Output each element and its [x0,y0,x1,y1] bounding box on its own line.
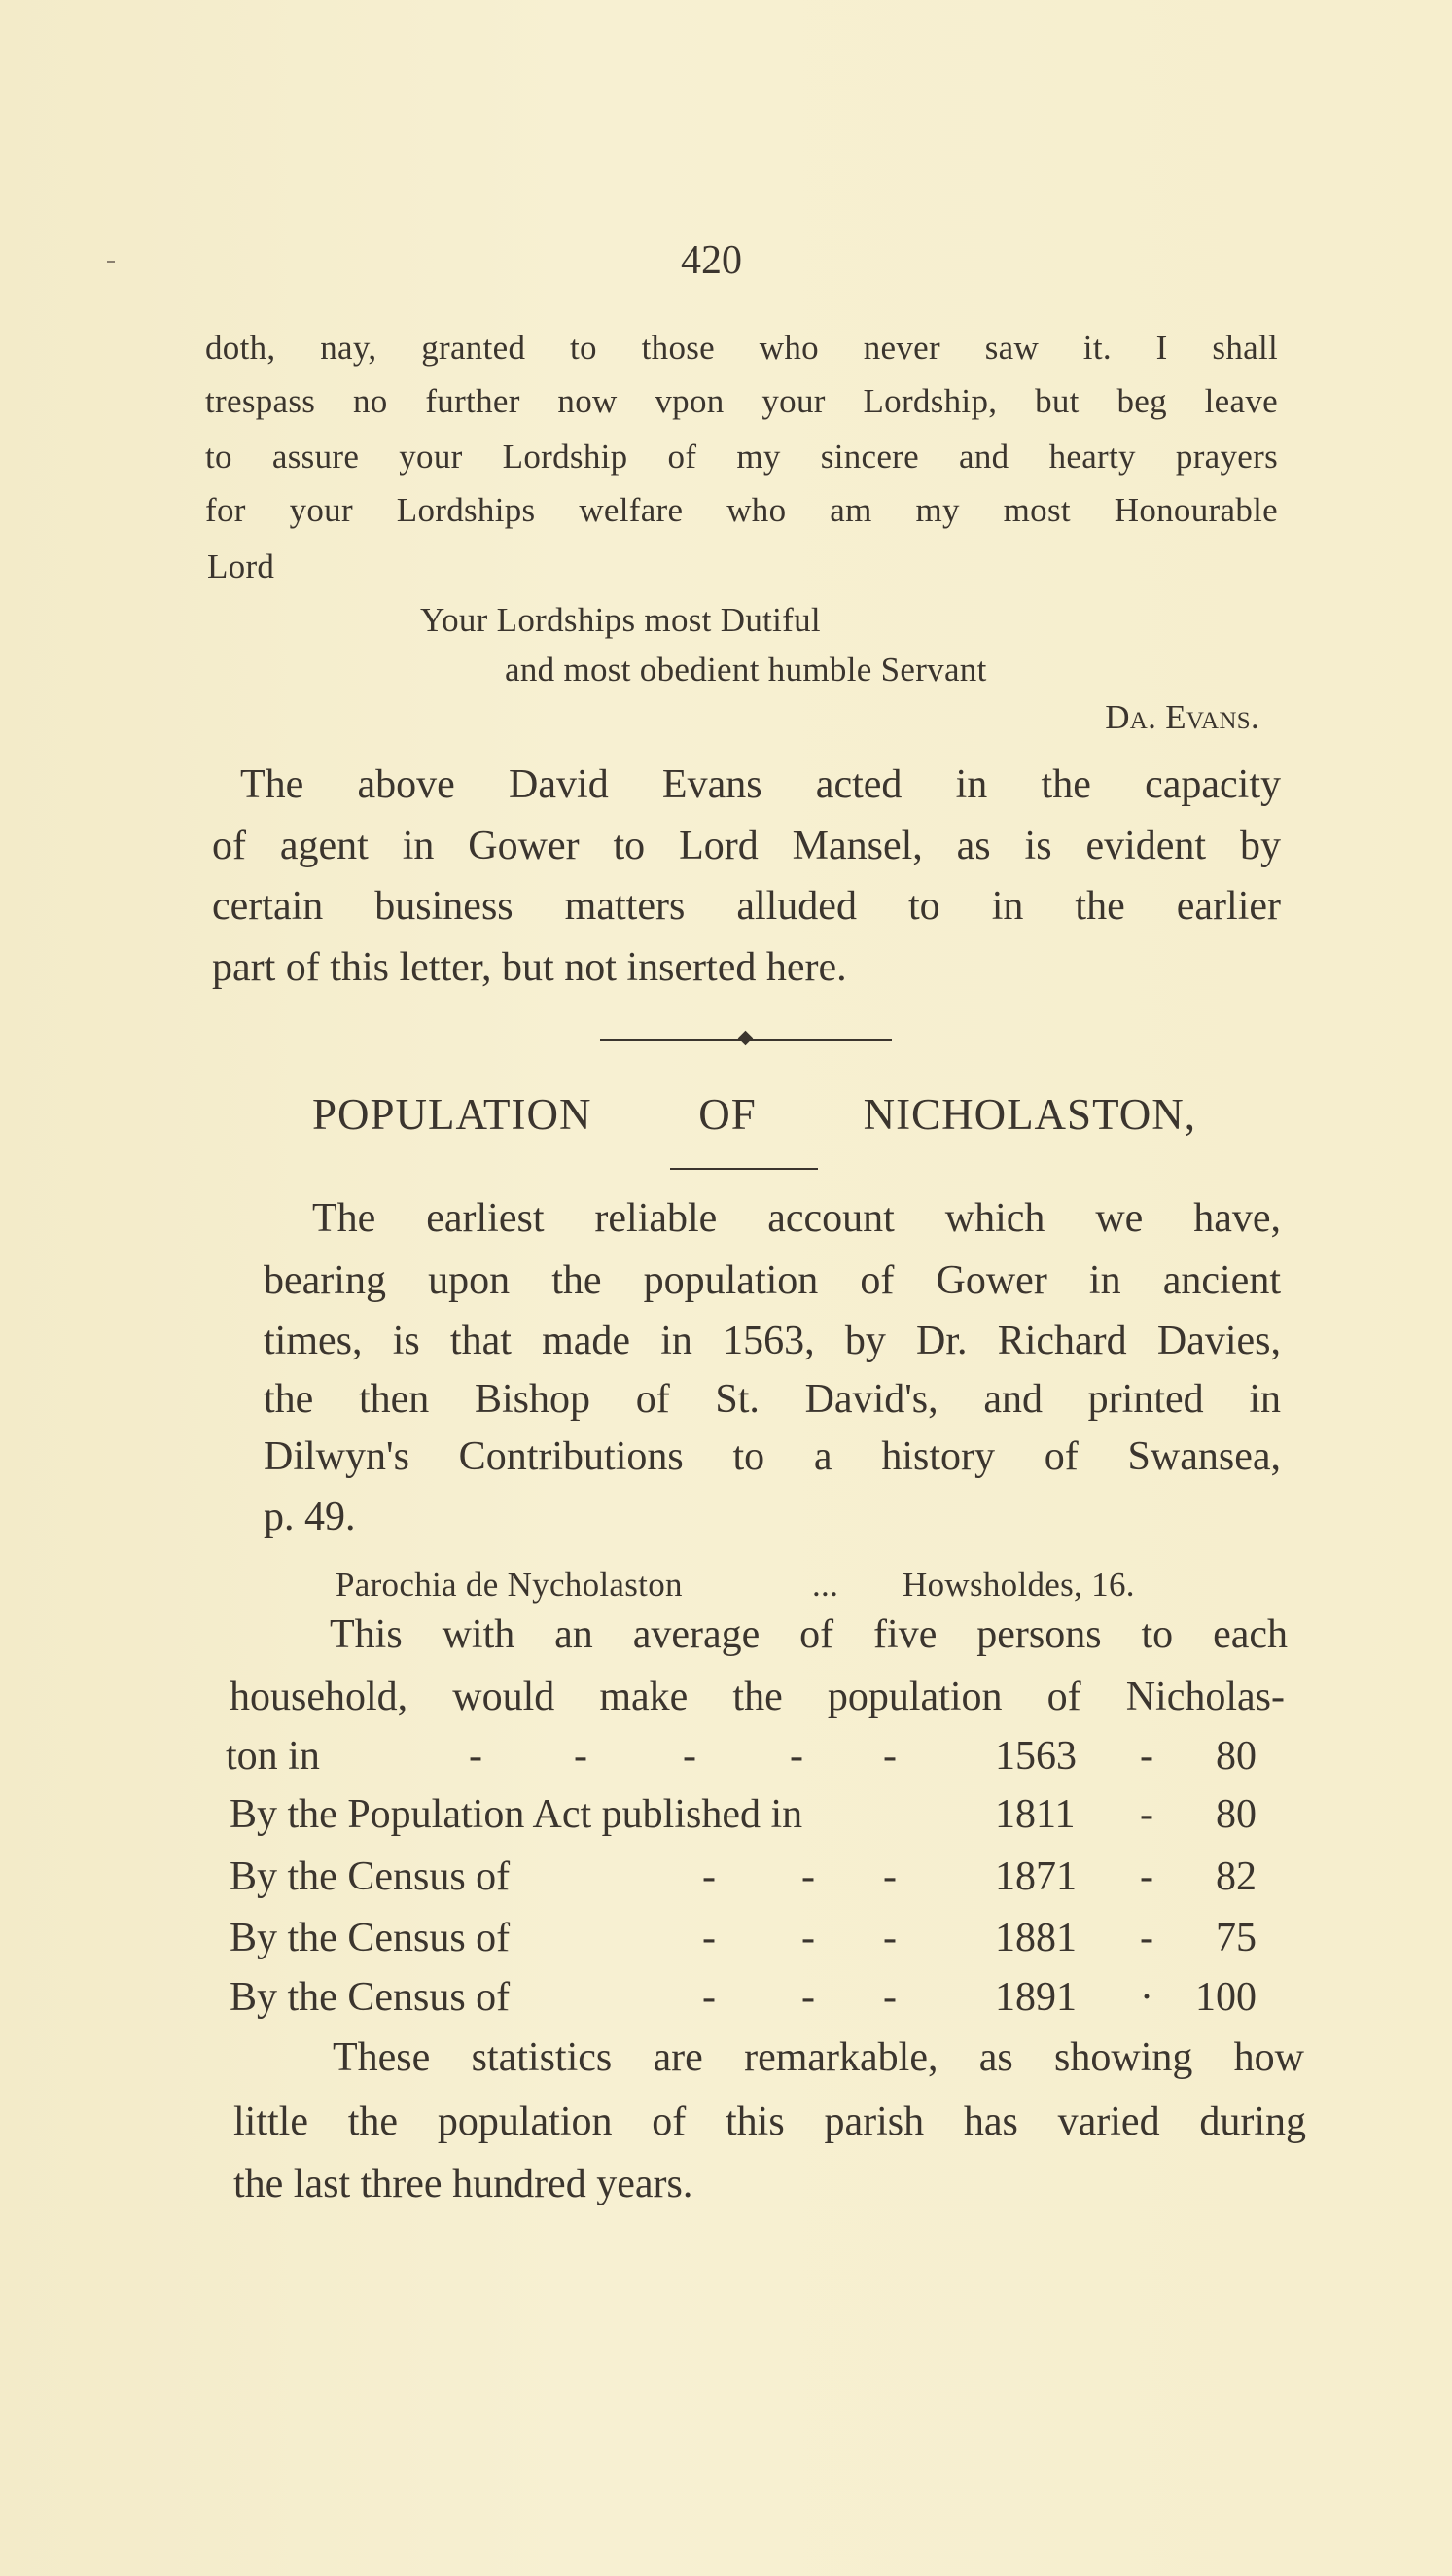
leader-dash: - [790,1734,803,1779]
letter-line: to assure your Lordship of my sincere an… [205,438,1278,476]
margin-mark [107,261,115,263]
avg-line: This with an average of five persons to … [330,1612,1288,1657]
avg-line: household, would make the population of … [230,1675,1285,1719]
letter-line: doth, nay, granted to those who never sa… [205,329,1278,367]
row-value: 80 [1216,1792,1257,1837]
row-sep: · [1140,1975,1153,2020]
letter-line: trespass no further now vpon your Lordsh… [205,382,1278,420]
intro-line: p. 49. [264,1495,356,1539]
leader-dash: - [683,1734,696,1779]
leader-dash: - [574,1734,587,1779]
row-sep: - [1140,1916,1153,1960]
row-value: 82 [1216,1854,1257,1899]
heading-rule [670,1168,818,1170]
note-line: part of this letter, but not inserted he… [212,945,847,990]
note-line: The above David Evans acted in the capac… [240,762,1281,807]
conclusion-line: These statistics are remarkable, as show… [333,2035,1304,2080]
row-year: 1563 [995,1734,1077,1779]
leader-dash: - [883,1854,897,1899]
section-heading: POPULATION OF NICHOLASTON, [312,1090,1196,1139]
row-value: 100 [1195,1975,1257,2020]
quote-right: Howsholdes, 16. [903,1566,1135,1604]
row-year: 1871 [995,1854,1077,1899]
leader-dash: - [883,1916,897,1960]
leader-dash: - [883,1734,897,1779]
note-line: of agent in Gower to Lord Mansel, as is … [212,824,1281,868]
row-value: 80 [1216,1734,1257,1779]
intro-line: The earliest reliable account which we h… [312,1196,1281,1241]
leader-dash: - [702,1854,716,1899]
intro-line: the then Bishop of St. David's, and prin… [264,1377,1281,1422]
intro-line: bearing upon the population of Gower in … [264,1258,1281,1303]
letter-line: Lord [207,547,275,585]
intro-line: Dilwyn's Contributions to a history of S… [264,1434,1281,1479]
leader-dash: - [883,1975,897,2020]
conclusion-line: the last three hundred years. [233,2162,693,2206]
row-label: By the Census of [230,1854,511,1899]
leader-dash: - [801,1916,815,1960]
intro-line: times, is that made in 1563, by Dr. Rich… [264,1319,1281,1363]
row-value: 75 [1216,1916,1257,1960]
row-label: ton in [226,1734,320,1779]
leader-dash: - [469,1734,482,1779]
row-year: 1881 [995,1916,1077,1960]
row-label: By the Population Act published in [230,1792,803,1837]
conclusion-line: little the population of this parish has… [233,2100,1306,2144]
quote-left: Parochia de Nycholaston [336,1566,683,1604]
row-year: 1811 [995,1792,1076,1837]
row-label: By the Census of [230,1916,511,1960]
letter-signature: Da. Evans. [1105,698,1259,736]
letter-closing: and most obedient humble Servant [505,651,987,688]
leader-dash: - [702,1975,716,2020]
letter-line: for your Lordships welfare who am my mos… [205,491,1278,529]
note-line: certain business matters alluded to in t… [212,884,1281,929]
leader-dash: - [801,1975,815,2020]
row-year: 1891 [995,1975,1077,2020]
leader-dash: - [801,1854,815,1899]
row-sep: - [1140,1792,1153,1837]
quote-dots: ... [812,1566,839,1604]
row-sep: - [1140,1734,1153,1779]
row-sep: - [1140,1854,1153,1899]
letter-closing: Your Lordships most Dutiful [420,601,821,639]
leader-dash: - [702,1916,716,1960]
page-number: 420 [681,238,742,283]
row-label: By the Census of [230,1975,511,2020]
